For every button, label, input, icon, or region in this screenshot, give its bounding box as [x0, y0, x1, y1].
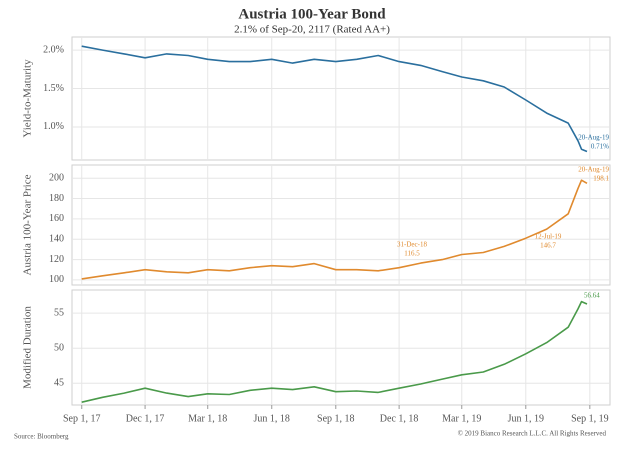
- x-tick-label: Dec 1, 17: [126, 413, 165, 424]
- y-axis-title: Austria 100-Year Price: [22, 174, 34, 275]
- chart-title: Austria 100-Year Bond: [238, 6, 386, 22]
- y-tick-label: 55: [54, 307, 64, 318]
- annotation: 116.5: [404, 250, 420, 258]
- panel-frame: [71, 164, 611, 286]
- y-tick-label: 200: [49, 173, 64, 184]
- source: Source: Bloomberg: [14, 433, 69, 441]
- annotation: 0.71%: [591, 143, 609, 151]
- annotation: 12-Jul-19: [535, 233, 562, 241]
- annotation: 31-Dec-18: [397, 241, 427, 249]
- x-tick-label: Sep 1, 17: [63, 413, 101, 424]
- y-tick-label: 1.5%: [43, 83, 64, 94]
- panel-frame: [71, 289, 611, 406]
- y-tick-label: 120: [49, 254, 64, 265]
- annotation: 198.1: [593, 175, 609, 183]
- x-tick-label: Jun 1, 19: [508, 413, 544, 424]
- y-axis-title: Yield-to-Maturity: [22, 59, 34, 138]
- y-tick-label: 1.0%: [43, 121, 64, 132]
- y-tick-label: 45: [54, 378, 64, 389]
- copyright: © 2019 Bianco Research L.L.C. All Rights…: [458, 430, 607, 438]
- x-tick-label: Mar 1, 18: [188, 413, 227, 424]
- y-tick-label: 180: [49, 193, 64, 204]
- y-tick-label: 50: [54, 342, 64, 353]
- annotation: 146.7: [540, 242, 556, 250]
- x-tick-label: Dec 1, 18: [380, 413, 419, 424]
- y-tick-label: 140: [49, 234, 64, 245]
- y-tick-label: 160: [49, 213, 64, 224]
- line: [81, 300, 588, 403]
- x-tick-label: Jun 1, 18: [254, 413, 290, 424]
- chart-subtitle: 2.1% of Sep-20, 2117 (Rated AA+): [234, 24, 390, 36]
- x-tick-label: Sep 1, 19: [571, 413, 609, 424]
- y-tick-label: 100: [49, 274, 64, 285]
- x-tick-label: Mar 1, 19: [442, 413, 481, 424]
- line: [81, 179, 588, 280]
- x-tick-label: Sep 1, 18: [317, 413, 355, 424]
- panel-frame: [71, 36, 611, 161]
- annotation: 20-Aug-19: [578, 166, 609, 174]
- y-tick-label: 2.0%: [43, 44, 64, 55]
- y-axis-title: Modified Duration: [22, 306, 34, 389]
- annotation: 56.64: [584, 292, 600, 300]
- annotation: 20-Aug-19: [578, 134, 609, 142]
- line: [81, 45, 588, 153]
